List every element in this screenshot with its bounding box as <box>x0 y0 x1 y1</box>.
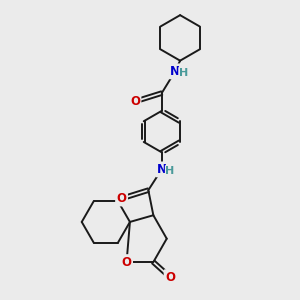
Text: H: H <box>179 68 188 78</box>
Text: N: N <box>157 163 167 176</box>
Text: O: O <box>165 271 175 284</box>
Text: O: O <box>122 256 132 268</box>
Text: O: O <box>117 192 127 205</box>
Text: H: H <box>166 166 175 176</box>
Text: O: O <box>130 95 140 108</box>
Text: N: N <box>170 65 180 78</box>
